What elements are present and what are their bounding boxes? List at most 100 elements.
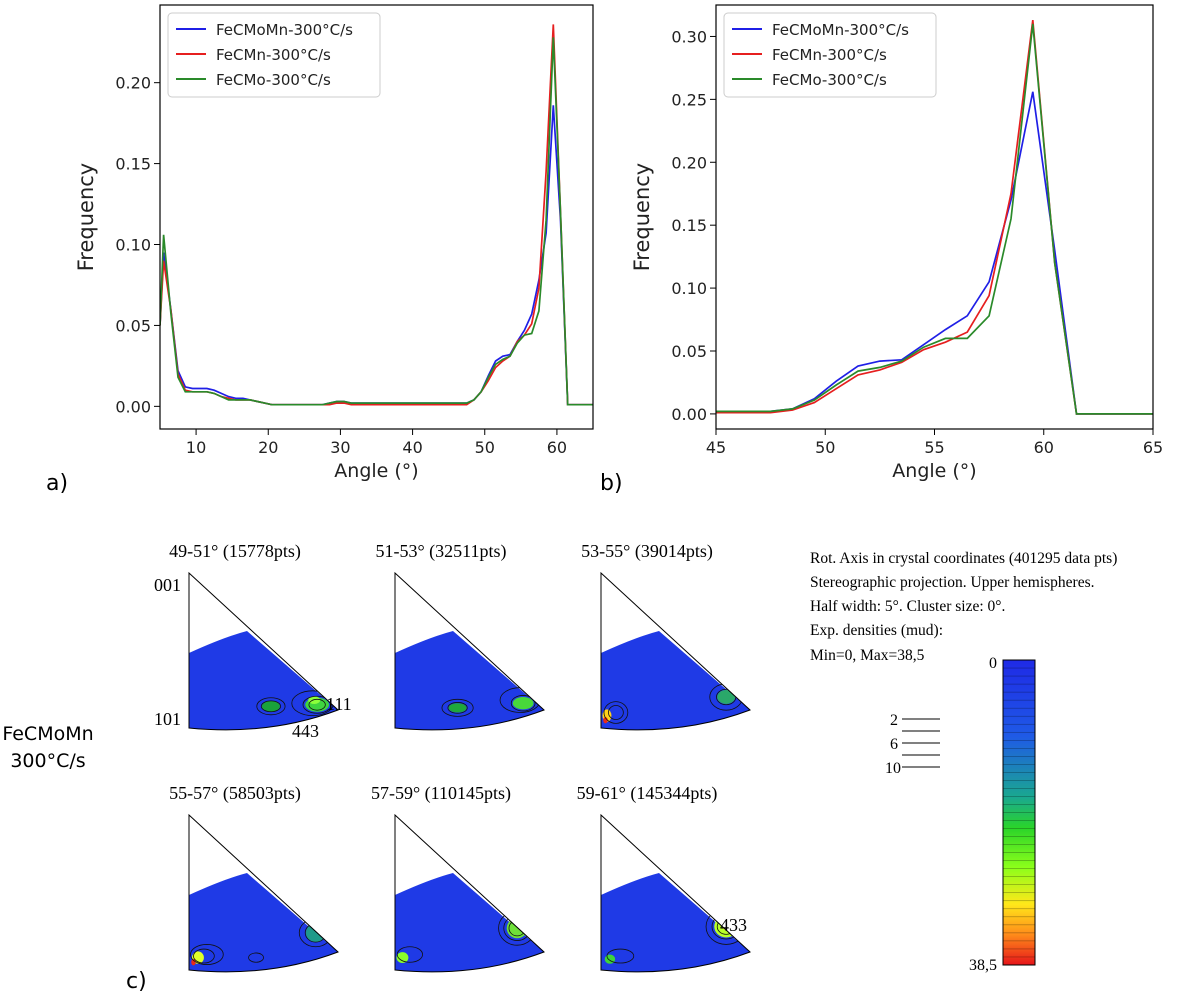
legend-line-1: Rot. Axis in crystal coordinates (401295… <box>810 550 1117 567</box>
chart-a: 10 20 30 40 50 60 0.00 0.05 0.10 0.15 0.20 Angle (°… <box>74 4 594 482</box>
ipf-outline <box>600 813 751 973</box>
ipf-hotspot <box>262 700 280 712</box>
x-axis-label: Angle (°) <box>892 460 976 482</box>
ipf-contour <box>447 702 468 714</box>
ipf-title: 53-55° (39014pts) <box>581 541 713 562</box>
ipf-outline <box>188 813 339 973</box>
ipf-density-region <box>395 873 544 972</box>
ipf-contour <box>302 695 332 714</box>
chart-b: 45 50 55 60 65 0.00 0.05 0.10 0.15 0.20 0.25 0.30 An… <box>630 4 1163 482</box>
ipf-panel: 49-51° (15778pts) <box>169 541 339 731</box>
series-line-0 <box>716 91 1153 415</box>
y-tick-label: 0.20 <box>671 153 707 172</box>
panel-label-c: c) <box>126 969 147 994</box>
pole-label-001: 001 <box>154 575 181 595</box>
x-tick-label: 50 <box>815 438 835 457</box>
ipf-hotspot <box>305 923 326 943</box>
x-tick-label: 30 <box>330 438 350 457</box>
legend-line-5: Min=0, Max=38,5 <box>810 647 925 664</box>
ipf-density-region <box>189 631 338 730</box>
ipf-hotspot <box>448 703 467 713</box>
ipf-contour <box>308 698 326 711</box>
ipf-title: 59-61° (145344pts) <box>577 783 718 804</box>
ipf-contour <box>190 944 224 965</box>
legend-entry: FeCMoMn-300°C/s <box>216 21 353 39</box>
ipf-row-label-line2: 300°C/s <box>10 750 85 772</box>
ipf-panel: 51-53° (32511pts) <box>375 541 545 731</box>
pole-label-443: 443 <box>292 721 319 741</box>
contour-key-label: 10 <box>885 760 901 777</box>
y-tick-label: 0.15 <box>671 216 707 235</box>
ipf-row-label-line1: FeCMoMn <box>2 723 93 745</box>
y-tick-label: 0.20 <box>115 74 151 93</box>
ipf-contour <box>606 948 635 964</box>
pole-label-101: 101 <box>154 709 181 729</box>
legend-entry: FeCMn-300°C/s <box>772 46 887 64</box>
legend-box <box>167 12 381 98</box>
ipf-contour <box>193 948 215 964</box>
chart-legend: FeCMoMn-300°C/s FeCMn-300°C/s FeCMo-300°C/… <box>723 12 937 98</box>
x-axis-label: Angle (°) <box>334 460 418 482</box>
legend-line-3: Half width: 5°. Cluster size: 0°. <box>810 598 1005 615</box>
legend-entry: FeCMoMn-300°C/s <box>772 21 909 39</box>
y-tick-label: 0.10 <box>115 236 151 255</box>
ipf-hotspot <box>308 696 321 704</box>
legend-line-2: Stereographic projection. Upper hemisphe… <box>810 574 1095 591</box>
x-tick-label: 40 <box>402 438 422 457</box>
y-tick-label: 0.30 <box>671 27 707 46</box>
ipf-hotspot <box>717 690 736 704</box>
colorbar-min-label: 0 <box>989 655 997 672</box>
x-tick-label: 60 <box>547 438 567 457</box>
ipf-contour <box>441 698 474 717</box>
ipf-title: 51-53° (32511pts) <box>375 541 506 562</box>
series-line-0 <box>160 105 593 406</box>
legend-entry: FeCMn-300°C/s <box>216 46 331 64</box>
y-tick-label: 0.10 <box>671 279 707 298</box>
y-tick-label: 0.25 <box>671 90 707 109</box>
legend-entry: FeCMo-300°C/s <box>772 71 887 89</box>
ipf-outline <box>394 813 545 973</box>
y-tick-label: 0.05 <box>671 342 707 361</box>
colorbar-max-label: 38,5 <box>969 957 997 974</box>
y-axis-label: Frequency <box>74 163 98 272</box>
x-tick-label: 55 <box>924 438 944 457</box>
x-tick-label: 45 <box>706 438 726 457</box>
ipf-contour <box>603 701 629 724</box>
y-tick-label: 0.05 <box>115 316 151 335</box>
colorbar: 0 38,5 <box>969 655 1036 974</box>
y-tick-label: 0.15 <box>115 155 151 174</box>
legend-line-4: Exp. densities (mud): <box>810 622 943 639</box>
ipf-density-region <box>189 873 338 972</box>
y-tick-label: 0.00 <box>115 397 151 416</box>
ipf-title: 57-59° (110145pts) <box>371 783 511 804</box>
ipf-outline <box>394 571 545 731</box>
ipf-hotspot <box>396 952 409 964</box>
legend-entry: FeCMo-300°C/s <box>216 71 331 89</box>
panel-label-b: b) <box>600 471 623 496</box>
ipf-title: 55-57° (58503pts) <box>169 783 301 804</box>
ipf-contour <box>510 695 536 712</box>
legend-box <box>723 12 937 98</box>
ipf-density-region <box>601 873 750 972</box>
pole-label-433: 433 <box>720 915 747 935</box>
ipf-outline <box>600 571 751 731</box>
ipf-title: 49-51° (15778pts) <box>169 541 301 562</box>
chart-legend: FeCMoMn-300°C/s FeCMn-300°C/s FeCMo-300°C/… <box>167 12 381 98</box>
ipf-contour <box>608 705 624 720</box>
panel-label-a: a) <box>46 471 68 496</box>
ipf-panel: 57-59° (110145pts) <box>371 783 545 973</box>
ipf-contour <box>248 952 264 963</box>
ipf-contour <box>396 946 423 963</box>
contour-key-label: 2 <box>890 712 898 729</box>
pole-label-111: 111 <box>326 694 352 714</box>
ipf-panel: 53-55° (39014pts) <box>581 541 751 731</box>
x-tick-label: 60 <box>1034 438 1054 457</box>
ipf-panel: 55-57° (58503pts) <box>169 783 339 973</box>
ipf-grid: 49-51° (15778pts) 51-53° (32511pts) 53-55°… <box>169 541 751 973</box>
contour-key-label: 6 <box>890 736 898 753</box>
contour-key: 2 6 10 <box>885 712 940 777</box>
ipf-contour <box>256 697 286 716</box>
series-line-2 <box>716 23 1153 415</box>
colorbar-bands <box>1003 667 1035 958</box>
